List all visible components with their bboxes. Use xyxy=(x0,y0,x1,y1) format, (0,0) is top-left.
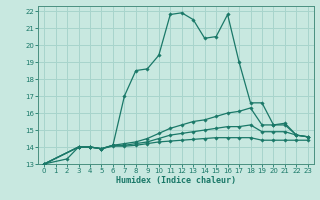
X-axis label: Humidex (Indice chaleur): Humidex (Indice chaleur) xyxy=(116,176,236,185)
